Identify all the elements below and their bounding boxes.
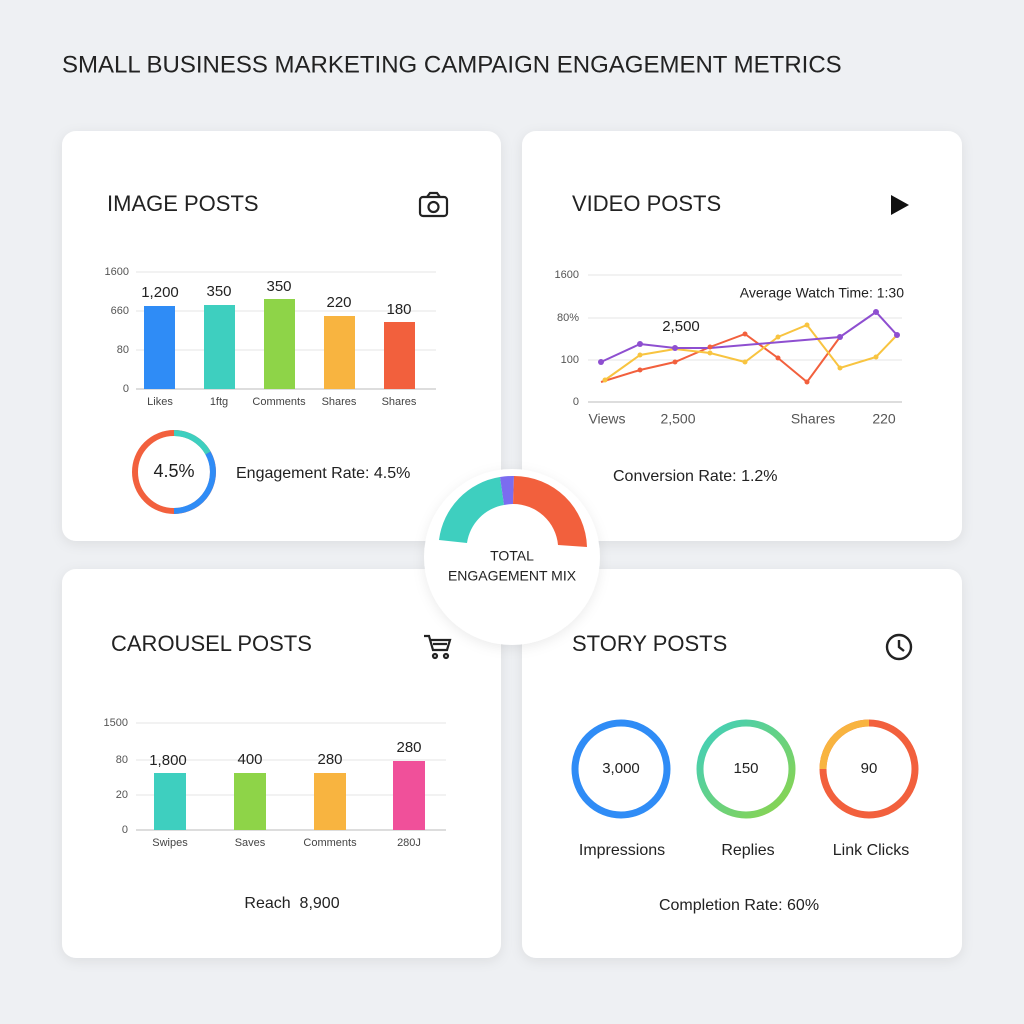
bar-label: 220 [326, 294, 351, 311]
carousel-chart: 1500 80 20 0 1,800 400 280 280 Swipes Sa… [104, 717, 446, 849]
x-label: Shares [791, 411, 835, 427]
ring [696, 719, 796, 819]
caption: Engagement Rate: 4.5% [236, 465, 410, 482]
play-icon [891, 195, 909, 215]
ring-label: Link Clicks [833, 842, 909, 859]
point-label: 2,500 [662, 318, 700, 335]
tick-label: 660 [111, 305, 129, 317]
cart-icon [424, 634, 452, 660]
tick-label: 1500 [104, 717, 128, 729]
caption: Reach 8,900 [244, 895, 339, 912]
bar [314, 773, 346, 830]
category-label: Comments [252, 396, 306, 408]
bar-label: 180 [386, 301, 411, 318]
card-title: CAROUSEL POSTS [111, 631, 312, 656]
tick-label: 80 [117, 344, 129, 356]
caption: Completion Rate: 60% [659, 897, 819, 914]
camera-icon [418, 191, 449, 218]
donut-label: 4.5% [153, 461, 194, 481]
category-label: Likes [147, 396, 173, 408]
card [62, 569, 501, 958]
bar [144, 306, 175, 389]
card-title: STORY POSTS [572, 631, 727, 656]
x-label: Views [588, 411, 625, 427]
bar [234, 773, 266, 830]
points [637, 331, 810, 385]
x-label: 2,500 [660, 411, 695, 427]
card [522, 569, 962, 958]
caption: Conversion Rate: 1.2% [613, 468, 778, 485]
page-title: SMALL BUSINESS MARKETING CAMPAIGN ENGAGE… [62, 51, 842, 78]
tick-label: 100 [561, 354, 579, 366]
ring-value: 3,000 [602, 760, 640, 777]
category-label: 1ftg [210, 396, 228, 408]
points [602, 322, 879, 383]
tick-label: 1600 [555, 269, 579, 281]
bar-label: 1,200 [141, 284, 179, 301]
image-chart: 1600 660 80 0 1,200 350 350 220 180 Like… [105, 266, 436, 408]
ring-label: Impressions [579, 842, 665, 859]
center-label: ENGAGEMENT MIX [448, 568, 577, 584]
card-title: IMAGE POSTS [107, 191, 259, 216]
x-label: 220 [872, 411, 896, 427]
gauge-segment [439, 477, 504, 543]
ring-value: 150 [733, 760, 758, 777]
bar-label: 400 [237, 751, 262, 768]
card-title: VIDEO POSTS [572, 191, 721, 216]
bar [154, 773, 186, 830]
bar-label: 280 [396, 739, 421, 756]
ring-segment [819, 719, 870, 770]
ring-label: Replies [721, 842, 774, 859]
annotation: Average Watch Time: 1:30 [740, 285, 904, 301]
bar [324, 316, 355, 389]
bar [264, 299, 295, 389]
bar-label: 350 [266, 278, 291, 295]
category-label: Shares [382, 396, 417, 408]
tick-label: 0 [123, 383, 129, 395]
tick-label: 80 [116, 754, 128, 766]
bar-label: 1,800 [149, 752, 187, 769]
clock-icon [885, 633, 913, 661]
category-label: Saves [235, 837, 266, 849]
ring-value: 90 [861, 760, 878, 777]
tick-label: 80% [557, 312, 579, 324]
category-label: 280J [397, 837, 421, 849]
category-label: Shares [322, 396, 357, 408]
category-label: Swipes [152, 837, 188, 849]
gauge-segment [500, 475, 514, 505]
bar-label: 280 [317, 751, 342, 768]
category-label: Comments [303, 837, 357, 849]
tick-label: 20 [116, 789, 128, 801]
bar [204, 305, 235, 389]
points [598, 309, 900, 365]
engagement-donut [132, 430, 216, 514]
center-label: TOTAL [490, 548, 534, 564]
tick-label: 0 [573, 396, 579, 408]
bar [384, 322, 415, 389]
gauge-segment [513, 476, 587, 547]
line [604, 323, 898, 381]
tick-label: 0 [122, 824, 128, 836]
line [600, 332, 841, 384]
tick-label: 1600 [105, 266, 129, 278]
ring [571, 719, 671, 819]
bar [393, 761, 425, 830]
bar-label: 350 [206, 283, 231, 300]
video-chart: 1600 80% 100 0 Average Watch Time: 1:30 … [555, 269, 905, 427]
